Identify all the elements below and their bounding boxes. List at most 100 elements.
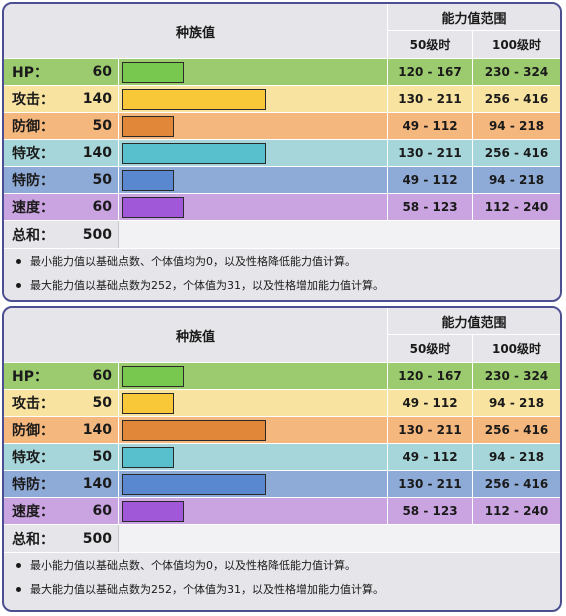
stat-row-defense: 防御： 140 130 - 211 256 - 416 bbox=[4, 416, 560, 443]
stat-name: 特攻： bbox=[12, 450, 54, 466]
stat-bar-cell bbox=[118, 194, 387, 220]
level50-range: 49 - 112 bbox=[387, 390, 472, 416]
stat-bar bbox=[122, 197, 184, 218]
level50-range: 58 - 123 bbox=[387, 194, 472, 220]
level50-header: 50级时 bbox=[387, 334, 472, 362]
stat-value: 60 bbox=[92, 368, 112, 384]
base-stats-panel-1: 种族值 能力值范围 50级时 100级时 HP： 60 120 - 167 230 -… bbox=[2, 2, 562, 302]
total-label: 总和： bbox=[12, 228, 54, 244]
stat-name: 攻击： bbox=[12, 396, 54, 412]
stat-bar-cell bbox=[118, 363, 387, 389]
stat-name: 速度： bbox=[12, 200, 54, 216]
note-max-text: 最大能力值以基础点数为252，个体值为31，以及性格增加能力值计算。 bbox=[30, 279, 384, 292]
notes: 最小能力值以基础点数、个体值均为0，以及性格降低能力值计算。 最大能力值以基础点… bbox=[4, 248, 560, 297]
stat-value: 60 bbox=[92, 503, 112, 519]
total-value: 500 bbox=[82, 227, 112, 243]
stat-row-sp-defense: 特防： 50 49 - 112 94 - 218 bbox=[4, 166, 560, 193]
stat-range-header: 能力值范围 bbox=[387, 4, 560, 30]
bullet-icon bbox=[16, 562, 21, 568]
stat-value: 140 bbox=[82, 91, 112, 107]
level100-range: 94 - 218 bbox=[472, 167, 560, 193]
stat-bar bbox=[122, 447, 174, 468]
stat-row-sp-attack: 特攻： 140 130 - 211 256 - 416 bbox=[4, 139, 560, 166]
stat-bar-cell bbox=[118, 390, 387, 416]
level100-range: 256 - 416 bbox=[472, 86, 560, 112]
stat-bar-cell bbox=[118, 471, 387, 497]
level50-range: 58 - 123 bbox=[387, 498, 472, 524]
stat-value: 60 bbox=[92, 199, 112, 215]
stat-bar-cell bbox=[118, 86, 387, 112]
note-max: 最大能力值以基础点数为252，个体值为31，以及性格增加能力值计算。 bbox=[4, 577, 560, 601]
stat-row-attack: 攻击： 140 130 - 211 256 - 416 bbox=[4, 85, 560, 112]
stat-row-hp: HP： 60 120 - 167 230 - 324 bbox=[4, 58, 560, 85]
level100-range: 256 - 416 bbox=[472, 417, 560, 443]
level50-range: 130 - 211 bbox=[387, 140, 472, 166]
stat-name: 攻击： bbox=[12, 92, 54, 108]
total-row: 总和： 500 bbox=[4, 220, 560, 249]
level100-range: 256 - 416 bbox=[472, 140, 560, 166]
stat-bar bbox=[122, 116, 174, 137]
base-stats-panel-2: 种族值 能力值范围 50级时 100级时 HP： 60 120 - 167 230 -… bbox=[2, 306, 562, 612]
total-bar-area bbox=[118, 221, 560, 249]
notes: 最小能力值以基础点数、个体值均为0，以及性格降低能力值计算。 最大能力值以基础点… bbox=[4, 552, 560, 601]
note-min-text: 最小能力值以基础点数、个体值均为0，以及性格降低能力值计算。 bbox=[30, 559, 356, 572]
total-bar-area bbox=[118, 525, 560, 553]
stat-name: 速度： bbox=[12, 504, 54, 520]
stat-row-sp-defense: 特防： 140 130 - 211 256 - 416 bbox=[4, 470, 560, 497]
stat-bar-cell bbox=[118, 167, 387, 193]
stat-bar-cell bbox=[118, 140, 387, 166]
stat-value: 60 bbox=[92, 64, 112, 80]
stat-name: 特防： bbox=[12, 173, 54, 189]
level50-range: 120 - 167 bbox=[387, 59, 472, 85]
stat-value: 140 bbox=[82, 476, 112, 492]
stat-value: 50 bbox=[92, 118, 112, 134]
level50-header: 50级时 bbox=[387, 30, 472, 58]
level100-range: 256 - 416 bbox=[472, 471, 560, 497]
stat-name: HP： bbox=[12, 369, 48, 385]
level100-header: 100级时 bbox=[472, 334, 560, 362]
level50-range: 130 - 211 bbox=[387, 86, 472, 112]
stat-bar bbox=[122, 501, 184, 522]
base-stats-header: 种族值 bbox=[175, 25, 215, 41]
level100-range: 112 - 240 bbox=[472, 498, 560, 524]
stat-bar-cell bbox=[118, 444, 387, 470]
note-max-text: 最大能力值以基础点数为252，个体值为31，以及性格增加能力值计算。 bbox=[30, 583, 384, 596]
note-min: 最小能力值以基础点数、个体值均为0，以及性格降低能力值计算。 bbox=[4, 249, 560, 273]
note-max: 最大能力值以基础点数为252，个体值为31，以及性格增加能力值计算。 bbox=[4, 273, 560, 297]
level50-range: 130 - 211 bbox=[387, 417, 472, 443]
stat-row-defense: 防御： 50 49 - 112 94 - 218 bbox=[4, 112, 560, 139]
stat-row-hp: HP： 60 120 - 167 230 - 324 bbox=[4, 362, 560, 389]
note-min: 最小能力值以基础点数、个体值均为0，以及性格降低能力值计算。 bbox=[4, 553, 560, 577]
level100-range: 94 - 218 bbox=[472, 444, 560, 470]
stat-name: 特攻： bbox=[12, 146, 54, 162]
total-label: 总和： bbox=[12, 532, 54, 548]
stat-value: 50 bbox=[92, 395, 112, 411]
stat-bar-cell bbox=[118, 417, 387, 443]
stat-bar bbox=[122, 420, 266, 441]
stat-value: 50 bbox=[92, 449, 112, 465]
level100-range: 230 - 324 bbox=[472, 59, 560, 85]
stat-bar bbox=[122, 170, 174, 191]
stat-bar-cell bbox=[118, 113, 387, 139]
level100-range: 112 - 240 bbox=[472, 194, 560, 220]
stat-bar bbox=[122, 393, 174, 414]
level50-range: 130 - 211 bbox=[387, 471, 472, 497]
bullet-icon bbox=[16, 586, 21, 592]
level50-range: 49 - 112 bbox=[387, 167, 472, 193]
note-min-text: 最小能力值以基础点数、个体值均为0，以及性格降低能力值计算。 bbox=[30, 255, 356, 268]
stat-value: 140 bbox=[82, 422, 112, 438]
stat-bar bbox=[122, 89, 266, 110]
stat-bar bbox=[122, 143, 266, 164]
stat-row-speed: 速度： 60 58 - 123 112 - 240 bbox=[4, 193, 560, 220]
level100-range: 230 - 324 bbox=[472, 363, 560, 389]
stat-name: 防御： bbox=[12, 423, 54, 439]
level50-range: 49 - 112 bbox=[387, 444, 472, 470]
stat-row-sp-attack: 特攻： 50 49 - 112 94 - 218 bbox=[4, 443, 560, 470]
stat-bar-cell bbox=[118, 59, 387, 85]
bullet-icon bbox=[16, 282, 21, 288]
base-stats-header: 种族值 bbox=[175, 329, 215, 345]
level50-range: 49 - 112 bbox=[387, 113, 472, 139]
stat-row-speed: 速度： 60 58 - 123 112 - 240 bbox=[4, 497, 560, 524]
level100-range: 94 - 218 bbox=[472, 113, 560, 139]
total-value: 500 bbox=[82, 531, 112, 547]
